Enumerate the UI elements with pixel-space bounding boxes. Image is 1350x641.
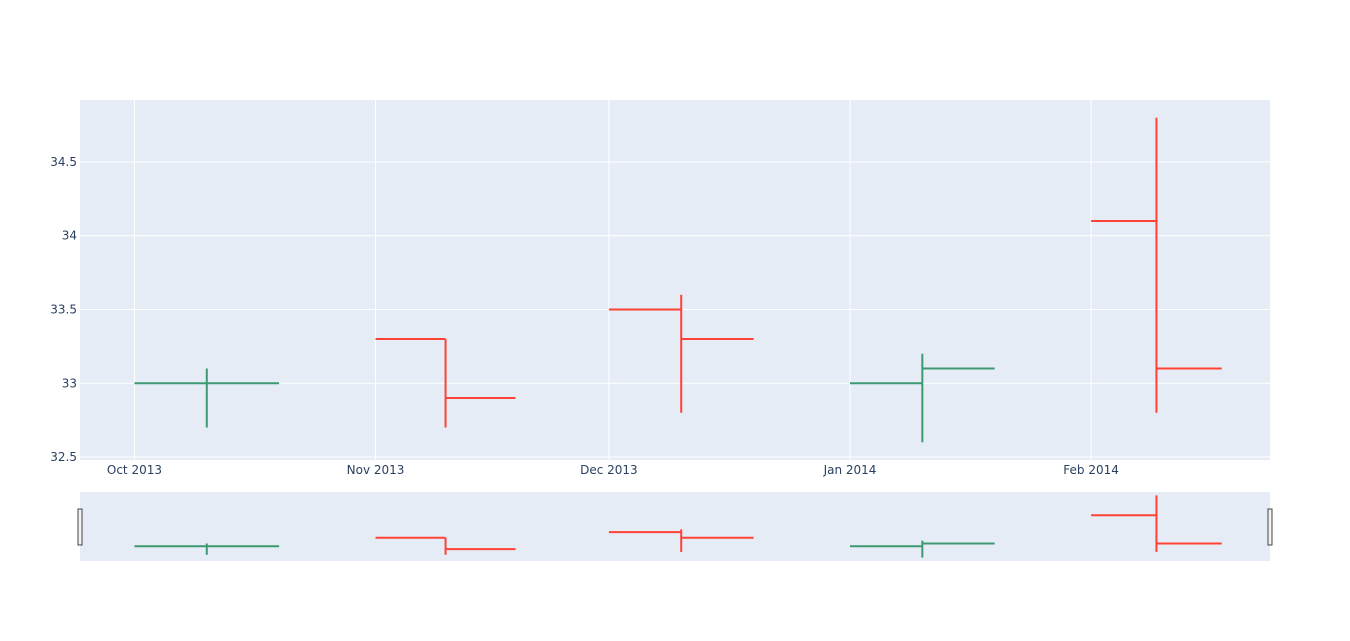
ohlc-bars[interactable] <box>134 117 1222 443</box>
rangeslider-background[interactable] <box>80 492 1270 561</box>
rangeslider-ohlc-bar <box>850 540 995 558</box>
rangeslider-ohlc-bar <box>1091 495 1222 552</box>
x-gridlines <box>133 100 1092 460</box>
x-tick-label: Oct 2013 <box>107 463 162 477</box>
ohlc-bar[interactable] <box>1091 117 1222 413</box>
rangeslider-ohlc-bar <box>134 543 280 555</box>
rangeslider-bars <box>134 495 1222 558</box>
y-tick-label: 33.5 <box>50 303 77 317</box>
x-tick-label: Dec 2013 <box>580 463 638 477</box>
rangeslider-left-handle[interactable] <box>77 508 83 546</box>
y-tick-label: 32.5 <box>50 450 77 464</box>
x-axis-tick-labels: Oct 2013 Nov 2013 Dec 2013 Jan 2014 Feb 2014 <box>107 463 1119 477</box>
x-tick-label: Nov 2013 <box>347 463 405 477</box>
rangeslider-ohlc-bar <box>608 529 754 552</box>
y-tick-label: 34.5 <box>50 155 77 169</box>
x-tick-label: Jan 2014 <box>823 463 877 477</box>
ohlc-bar[interactable] <box>375 338 516 428</box>
y-tick-label: 34 <box>62 229 77 243</box>
rangeslider-right-handle[interactable] <box>1267 508 1273 546</box>
ohlc-bar[interactable] <box>608 294 754 413</box>
y-axis-tick-labels: 32.5 33 33.5 34 34.5 <box>50 155 77 464</box>
ohlc-bar[interactable] <box>134 368 280 428</box>
ohlc-bar[interactable] <box>850 353 995 443</box>
x-tick-label: Feb 2014 <box>1063 463 1119 477</box>
y-tick-label: 33 <box>62 376 77 390</box>
rangeslider-ohlc-bar <box>375 536 516 555</box>
plot-area <box>80 100 1270 460</box>
